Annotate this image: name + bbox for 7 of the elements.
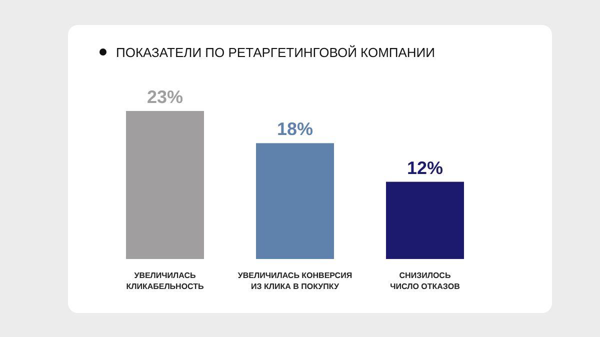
x-tick-label: УВЕЛИЧИЛАСЬ КОНВЕРСИЯ ИЗ КЛИКА В ПОКУПКУ: [238, 271, 352, 291]
x-tick-label: СНИЗИЛОСЬ ЧИСЛО ОТКАЗОВ: [390, 271, 460, 291]
chart-title: ПОКАЗАТЕЛИ ПО РЕТАРГЕТИНГОВОЙ КОМПАНИИ: [116, 45, 435, 60]
data-label: 18%: [276, 119, 314, 140]
data-label: 23%: [146, 87, 184, 107]
x-tick-label: УВЕЛИЧИЛАСЬ КЛИКАБЕЛЬНОСТЬ: [126, 271, 204, 291]
data-label: 12%: [406, 158, 444, 178]
